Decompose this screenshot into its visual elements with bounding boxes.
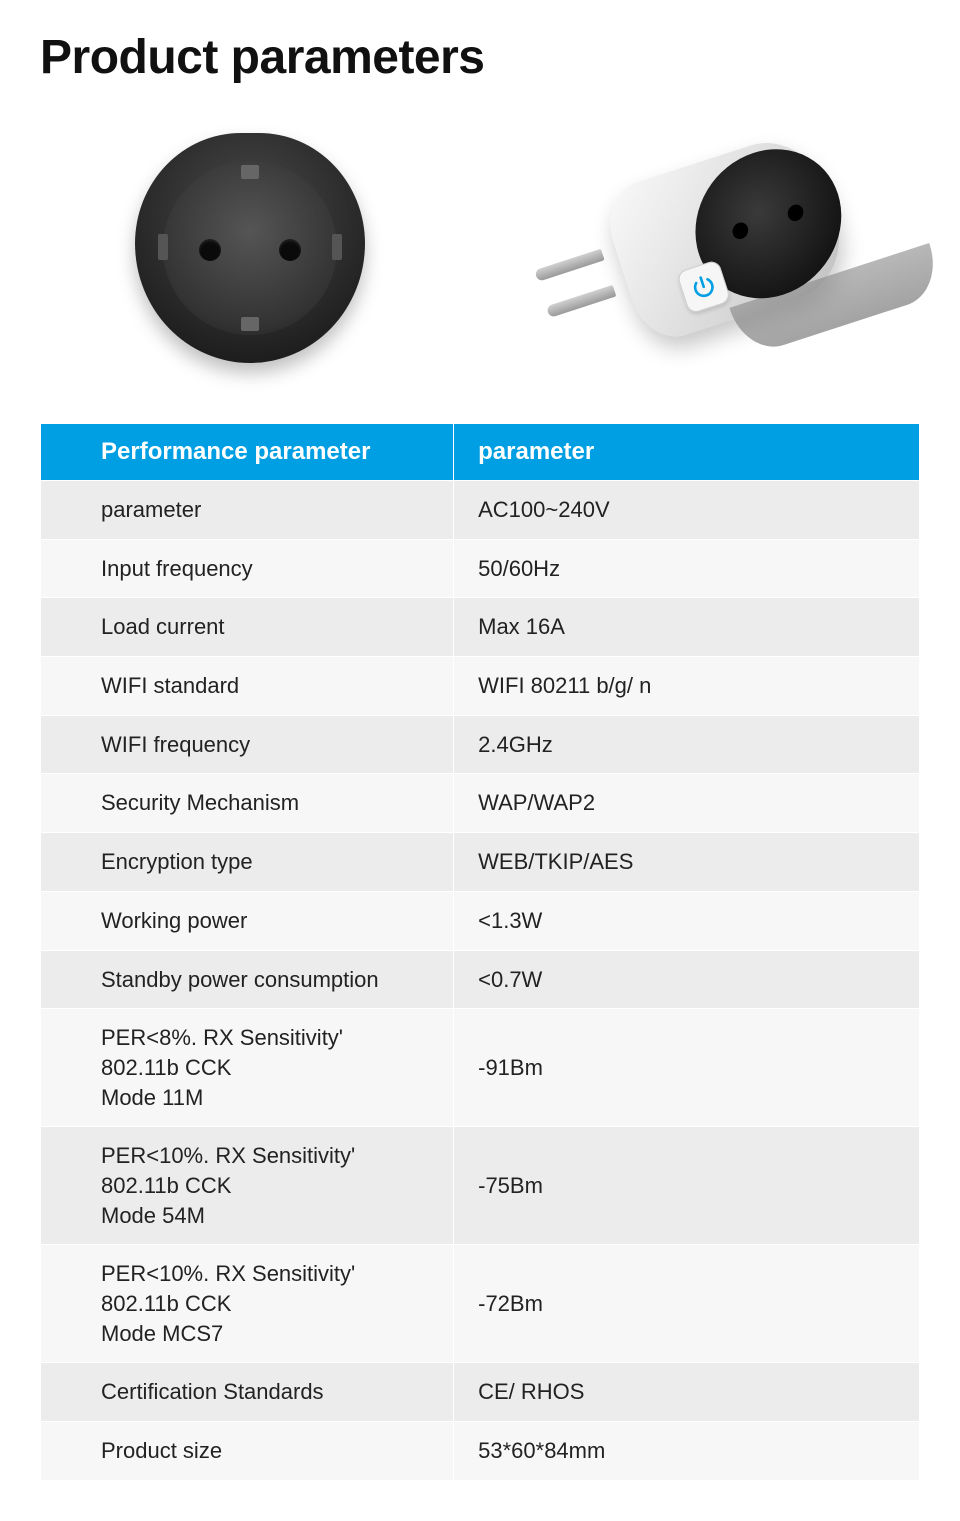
table-row: PER<10%. RX Sensitivity' 802.11b CCK Mod… [41,1245,920,1363]
table-cell: WEB/TKIP/AES [454,833,920,892]
page-title: Product parameters [40,30,920,85]
table-cell: WIFI frequency [41,715,454,774]
table-row: Standby power consumption<0.7W [41,950,920,1009]
table-row: Working power<1.3W [41,891,920,950]
table-cell: 50/60Hz [454,539,920,598]
table-row: PER<10%. RX Sensitivity' 802.11b CCK Mod… [41,1127,920,1245]
table-cell: Certification Standards [41,1363,454,1422]
product-image-angle [500,123,920,373]
table-cell: Standby power consumption [41,950,454,1009]
table-cell: CE/ RHOS [454,1363,920,1422]
table-cell: 53*60*84mm [454,1422,920,1481]
table-row: Load currentMax 16A [41,598,920,657]
table-header-row: Performance parameter parameter [41,424,920,481]
table-cell: Security Mechanism [41,774,454,833]
table-cell: Max 16A [454,598,920,657]
table-cell: PER<10%. RX Sensitivity' 802.11b CCK Mod… [41,1127,454,1245]
table-cell: <1.3W [454,891,920,950]
table-cell: Product size [41,1422,454,1481]
spec-table: Performance parameter parameter paramete… [40,423,920,1481]
table-row: Input frequency50/60Hz [41,539,920,598]
table-cell: WIFI standard [41,657,454,716]
table-cell: Encryption type [41,833,454,892]
table-row: Encryption typeWEB/TKIP/AES [41,833,920,892]
table-cell: Input frequency [41,539,454,598]
table-cell: parameter [41,481,454,540]
table-row: Certification StandardsCE/ RHOS [41,1363,920,1422]
table-row: Product size53*60*84mm [41,1422,920,1481]
table-header-cell: Performance parameter [41,424,454,481]
page: Product parameters [0,0,960,1521]
table-cell: -75Bm [454,1127,920,1245]
table-cell: WAP/WAP2 [454,774,920,833]
table-cell: -72Bm [454,1245,920,1363]
table-cell: PER<8%. RX Sensitivity' 802.11b CCK Mode… [41,1009,454,1127]
table-body: parameterAC100~240VInput frequency50/60H… [41,481,920,1481]
plug-front-illustration [135,133,365,363]
table-cell: PER<10%. RX Sensitivity' 802.11b CCK Mod… [41,1245,454,1363]
table-row: parameterAC100~240V [41,481,920,540]
product-image-front [40,133,460,363]
table-cell: Load current [41,598,454,657]
table-row: Security MechanismWAP/WAP2 [41,774,920,833]
plug-angle-illustration [500,73,920,422]
table-cell: <0.7W [454,950,920,1009]
table-cell: 2.4GHz [454,715,920,774]
table-cell: AC100~240V [454,481,920,540]
table-cell: Working power [41,891,454,950]
table-row: WIFI frequency2.4GHz [41,715,920,774]
table-row: PER<8%. RX Sensitivity' 802.11b CCK Mode… [41,1009,920,1127]
product-images-row [40,113,920,383]
table-cell: -91Bm [454,1009,920,1127]
table-cell: WIFI 80211 b/g/ n [454,657,920,716]
table-header-cell: parameter [454,424,920,481]
table-row: WIFI standardWIFI 80211 b/g/ n [41,657,920,716]
